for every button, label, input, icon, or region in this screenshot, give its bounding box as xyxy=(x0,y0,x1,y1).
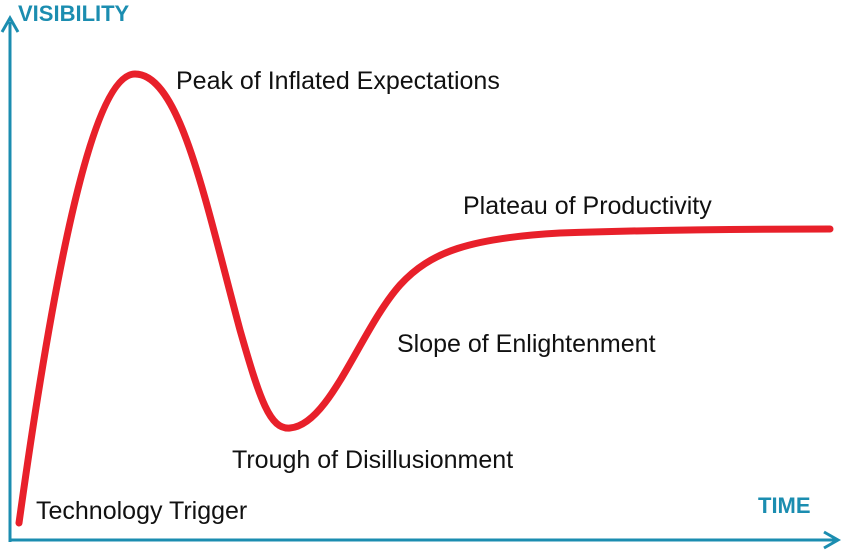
phase-label: Technology Trigger xyxy=(36,497,247,525)
x-axis-arrow xyxy=(823,530,842,550)
hype-curve xyxy=(15,70,834,527)
phase-label: Plateau of Productivity xyxy=(463,192,712,220)
y-axis-arrow xyxy=(0,14,20,33)
axes xyxy=(0,14,842,550)
phase-label: Slope of Enlightenment xyxy=(397,330,656,358)
y-axis-title: VISIBILITY xyxy=(18,1,130,26)
phase-label: Peak of Inflated Expectations xyxy=(176,67,500,95)
phase-label: Trough of Disillusionment xyxy=(232,446,513,474)
x-axis-title: TIME xyxy=(758,493,811,518)
